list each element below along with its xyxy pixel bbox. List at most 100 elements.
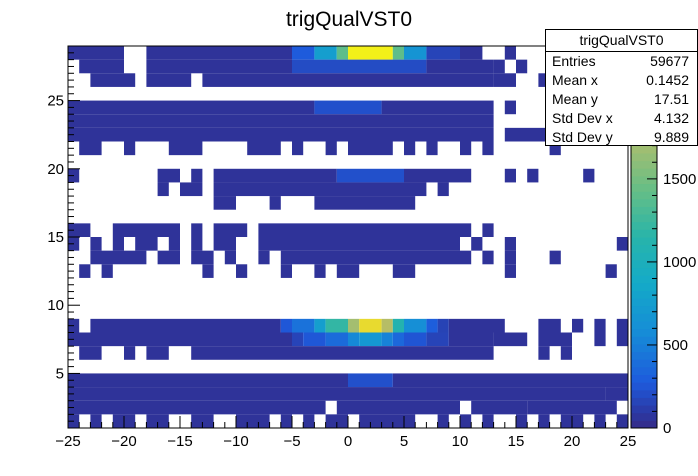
heatmap-cell: [359, 318, 382, 333]
heatmap-cell: [168, 237, 180, 251]
x-tick-label: −25: [55, 433, 80, 450]
colorbar-tick-label: 1000: [663, 254, 696, 271]
colorbar-band: [631, 183, 657, 192]
colorbar-band: [631, 152, 657, 162]
heatmap-cell: [191, 237, 203, 251]
heatmap-cell: [336, 400, 460, 415]
colorbar-band: [631, 343, 657, 353]
heatmap-cell: [191, 346, 494, 360]
heatmap-cell: [258, 237, 460, 251]
heatmap-cell: [191, 414, 214, 428]
stats-row: Mean x 0.1452: [546, 71, 697, 90]
heatmap-cell: [460, 46, 483, 60]
colorbar-band: [631, 313, 657, 322]
heatmap-cell: [504, 250, 516, 265]
y-tick-label: 5: [56, 365, 64, 382]
colorbar-band: [631, 366, 657, 376]
heatmap-cell: [426, 141, 438, 156]
heatmap-cell: [527, 168, 539, 183]
heatmap-cell: [404, 46, 427, 60]
heatmap-cell: [258, 250, 270, 265]
heatmap-cell: [482, 414, 494, 428]
stats-box: trigQualVST0 Entries 59677 Mean x 0.1452…: [545, 29, 698, 146]
x-tick-label: 15: [508, 433, 525, 450]
heatmap-cell: [448, 332, 494, 347]
heatmap-cell: [460, 141, 472, 156]
heatmap-cell: [527, 400, 617, 415]
x-axis: −25 −20 −15 −10 −5 0 5 10 15 20 25: [55, 416, 636, 450]
heatmap-cell: [404, 332, 427, 347]
heatmap-cell: [135, 237, 158, 251]
heatmap-cell: [504, 100, 516, 115]
stats-value: 59677: [650, 53, 689, 69]
heatmap-cell: [392, 318, 404, 333]
heatmap-cell: [68, 114, 494, 128]
heatmap-cell: [79, 346, 102, 360]
colorbar-band: [631, 175, 657, 185]
heatmap-cell: [404, 182, 427, 197]
heatmap-cell: [292, 59, 427, 74]
heatmap-cell: [325, 318, 348, 333]
heatmap-cell: [314, 196, 416, 210]
heatmap-cell: [594, 318, 606, 333]
colorbar-band: [631, 244, 657, 253]
stats-label: Mean y: [552, 91, 598, 107]
x-tick-label: 0: [344, 433, 352, 450]
colorbar-band: [631, 145, 657, 154]
colorbar-band: [631, 160, 657, 169]
heatmap-cell: [493, 332, 528, 347]
colorbar-band: [631, 252, 657, 261]
heatmap-cell: [146, 73, 192, 87]
colorbar-band: [631, 351, 657, 360]
heatmap-cell: [605, 387, 628, 401]
stats-label: Entries: [552, 53, 596, 69]
heatmap-cell: [168, 141, 203, 156]
heatmap-cell: [314, 264, 326, 278]
heatmap-cell: [437, 318, 449, 333]
colorbar-band: [631, 382, 657, 391]
colorbar-band: [631, 321, 657, 330]
heatmap-cell: [594, 332, 606, 347]
heatmap-cell: [482, 223, 494, 237]
heatmap-cell: [157, 168, 180, 183]
stats-value: 17.51: [653, 91, 689, 107]
x-tick-label: −10: [223, 433, 248, 450]
heatmap-cell: [493, 59, 505, 74]
heatmap-cell: [79, 141, 102, 156]
heatmap-cell: [538, 414, 550, 428]
heatmap-cell: [549, 250, 561, 265]
heatmap-cell: [202, 73, 494, 87]
heatmap-cell: [146, 59, 292, 74]
heatmap-cell: [280, 414, 292, 428]
heatmap-cell: [392, 332, 404, 347]
heatmap-cell: [348, 373, 393, 388]
heatmap-cell: [460, 414, 472, 428]
stats-label: Std Dev x: [552, 110, 613, 126]
heatmap-cell: [68, 127, 494, 142]
heatmap-cell: [437, 182, 449, 197]
heatmap-cell: [616, 332, 628, 347]
heatmap-cell: [202, 264, 214, 278]
colorbar-tick-label: 0: [663, 420, 671, 437]
chart-title: trigQualVST0: [286, 8, 412, 31]
heatmap-cell: [471, 400, 516, 415]
colorbar-band: [631, 405, 657, 414]
heatmap-cell: [258, 223, 472, 237]
heatmap-cell: [191, 250, 214, 265]
heatmap-cell: [605, 264, 617, 278]
heatmap-cell: [404, 318, 427, 333]
heatmap-cell: [314, 318, 326, 333]
stats-label: Std Dev y: [552, 129, 613, 145]
heatmap-cell: [448, 318, 505, 333]
heatmap-cell: [359, 332, 382, 347]
heatmap-cell: [146, 346, 169, 360]
heatmap-cell: [90, 237, 102, 251]
heatmap-cell: [180, 182, 203, 197]
heatmap-cell: [336, 46, 348, 60]
heatmap-cell: [538, 332, 572, 347]
heatmap-cell: [348, 46, 393, 60]
heatmap-cell: [280, 318, 292, 333]
heatmap-cell: [404, 414, 416, 428]
colorbar-band: [631, 298, 657, 307]
heatmap-cell: [314, 100, 382, 115]
